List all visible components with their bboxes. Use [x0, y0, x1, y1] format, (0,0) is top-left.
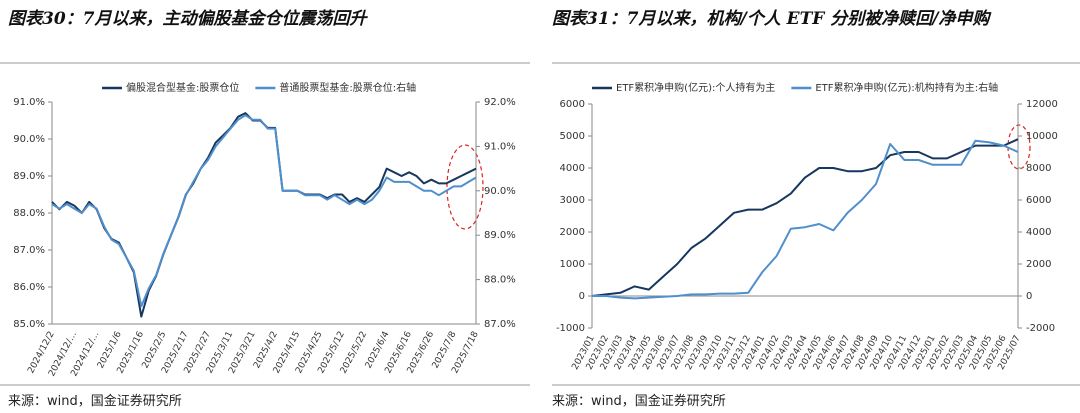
- y-tick-label: 88.0%: [13, 208, 45, 219]
- series-line: [592, 139, 1019, 300]
- chart-title: 图表31：7月以来，机构/个人 ETF 分别被净赎回/净申购: [552, 9, 990, 29]
- y2-tick-label: 12000: [1026, 99, 1058, 110]
- y2-tick-label: 87.0%: [484, 319, 516, 330]
- y-tick-label: 5000: [560, 131, 585, 142]
- y-tick-label: 2000: [560, 227, 585, 238]
- y-tick-label: 89.0%: [13, 171, 45, 182]
- y2-tick-label: 90.0%: [484, 186, 516, 197]
- y2-tick-label: 8000: [1026, 163, 1051, 174]
- y2-tick-label: 89.0%: [484, 230, 516, 241]
- y2-tick-label: 4000: [1026, 227, 1051, 238]
- y2-tick-label: -2000: [1026, 323, 1055, 334]
- legend-label: ETF累积净申购(亿元):机构持有为主:右轴: [815, 81, 998, 94]
- y2-tick-label: 10000: [1026, 131, 1058, 142]
- series-line: [51, 112, 477, 318]
- y-tick-label: 3000: [560, 195, 585, 206]
- y-tick-label: 4000: [560, 163, 585, 174]
- y-tick-label: 1000: [560, 259, 585, 270]
- y2-tick-label: 6000: [1026, 195, 1051, 206]
- y-tick-label: 91.0%: [13, 97, 45, 108]
- legend-label: ETF累积净申购(亿元):个人持有为主: [616, 81, 775, 94]
- series-line: [591, 138, 1019, 297]
- highlight-ellipse: [446, 144, 484, 230]
- legend-label: 普通股票型基金:股票仓位:右轴: [279, 81, 416, 94]
- source-note: 来源：wind，国金证券研究所: [552, 394, 726, 409]
- y2-tick-label: 88.0%: [484, 275, 516, 286]
- y-tick-label: 85.0%: [13, 319, 45, 330]
- y-tick-label: 0: [579, 291, 585, 302]
- y-tick-label: -1000: [556, 323, 585, 334]
- y2-tick-label: 91.0%: [484, 141, 516, 152]
- chart-title: 图表30：7月以来，主动偏股基金仓位震荡回升: [8, 9, 367, 29]
- y-tick-label: 87.0%: [13, 245, 45, 256]
- source-note: 来源：wind，国金证券研究所: [8, 394, 182, 409]
- y-tick-label: 86.0%: [13, 282, 45, 293]
- y2-tick-label: 0: [1026, 291, 1032, 302]
- y2-tick-label: 2000: [1026, 259, 1051, 270]
- y-tick-label: 6000: [560, 99, 585, 110]
- y2-tick-label: 92.0%: [484, 97, 516, 108]
- y-tick-label: 90.0%: [13, 134, 45, 145]
- legend-label: 偏股混合型基金:股票仓位: [126, 81, 239, 94]
- series-line: [51, 114, 477, 308]
